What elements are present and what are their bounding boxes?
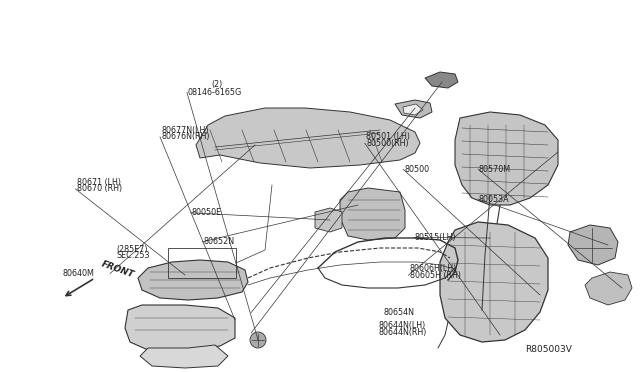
Text: R805003V: R805003V bbox=[525, 345, 572, 354]
Text: 80671 (LH): 80671 (LH) bbox=[77, 178, 121, 187]
Text: 80677N(LH): 80677N(LH) bbox=[161, 126, 209, 135]
Text: 80515(LH): 80515(LH) bbox=[415, 233, 456, 242]
Polygon shape bbox=[315, 208, 342, 232]
Text: SEC.253: SEC.253 bbox=[116, 251, 150, 260]
Text: (2): (2) bbox=[211, 80, 223, 89]
Text: 08146-6165G: 08146-6165G bbox=[188, 88, 242, 97]
Polygon shape bbox=[340, 188, 405, 240]
Text: 80500(RH): 80500(RH) bbox=[366, 139, 409, 148]
Polygon shape bbox=[455, 112, 558, 205]
Text: 80050E: 80050E bbox=[192, 208, 222, 217]
Text: 80501 (LH): 80501 (LH) bbox=[366, 132, 410, 141]
Circle shape bbox=[250, 332, 266, 348]
Text: 80652N: 80652N bbox=[204, 237, 235, 246]
Text: 80676N(RH): 80676N(RH) bbox=[161, 132, 210, 141]
Polygon shape bbox=[425, 72, 458, 88]
Text: 80644N(RH): 80644N(RH) bbox=[379, 328, 428, 337]
Polygon shape bbox=[125, 305, 235, 350]
Text: 80605H (RH): 80605H (RH) bbox=[410, 271, 461, 280]
Text: 80570M: 80570M bbox=[479, 165, 511, 174]
Polygon shape bbox=[395, 100, 432, 118]
Polygon shape bbox=[138, 260, 248, 300]
Polygon shape bbox=[440, 222, 548, 342]
Text: (285E7): (285E7) bbox=[116, 245, 148, 254]
Text: 80640M: 80640M bbox=[63, 269, 95, 278]
Text: 80606H(LH): 80606H(LH) bbox=[410, 264, 457, 273]
Text: 80670 (RH): 80670 (RH) bbox=[77, 185, 122, 193]
Text: FRONT: FRONT bbox=[100, 260, 135, 280]
Polygon shape bbox=[568, 225, 618, 265]
Text: 80644N(LH): 80644N(LH) bbox=[379, 321, 426, 330]
Polygon shape bbox=[196, 108, 420, 168]
Polygon shape bbox=[585, 272, 632, 305]
Polygon shape bbox=[140, 345, 228, 368]
Polygon shape bbox=[403, 104, 423, 115]
Text: 80654N: 80654N bbox=[384, 308, 415, 317]
Text: 80500: 80500 bbox=[404, 165, 429, 174]
Text: 80053A: 80053A bbox=[479, 195, 509, 203]
